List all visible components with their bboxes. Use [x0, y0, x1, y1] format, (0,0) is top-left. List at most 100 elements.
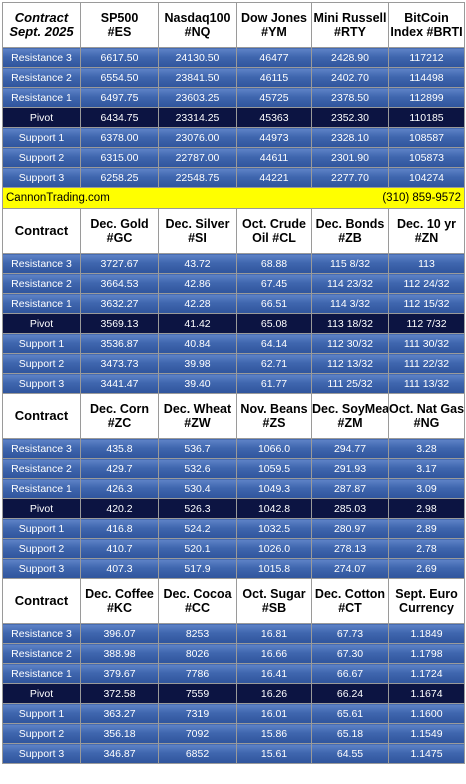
contract-header-row: Contract Sept. 2025 SP500 #ES Nasdaq100 #NQ Do… — [2, 2, 465, 48]
header-line-2: #ZS — [262, 416, 286, 430]
level-value: 356.18 — [80, 723, 159, 744]
header-line-1: Dec. Bonds — [315, 217, 385, 231]
instrument-header-cell: Nov. Beans #ZS — [236, 393, 312, 439]
level-value: 379.67 — [80, 663, 159, 684]
level-value: 39.40 — [158, 373, 237, 394]
level-value: 64.14 — [236, 333, 312, 354]
level-value: 1066.0 — [236, 438, 312, 459]
level-value: 294.77 — [311, 438, 389, 459]
level-value: 16.01 — [236, 703, 312, 724]
instrument-header-cell: Oct. Sugar #SB — [236, 578, 312, 624]
level-value: 105873 — [388, 147, 465, 168]
header-line-1: Nov. Beans — [240, 402, 308, 416]
level-row: Support 3 3441.47 39.40 61.77 111 25/32 111 1… — [2, 373, 465, 394]
level-label: Support 1 — [2, 333, 81, 354]
level-row: Support 1 6378.00 23076.00 44973 2328.10 1085… — [2, 127, 465, 148]
header-line-1: Dec. Corn — [89, 402, 150, 416]
level-label: Support 1 — [2, 518, 81, 539]
level-value: 43.72 — [158, 253, 237, 274]
instrument-header-cell: Dec. Gold #GC — [80, 208, 159, 254]
header-line-1: Dow Jones — [241, 11, 307, 25]
level-value: 65.08 — [236, 313, 312, 334]
level-value: 520.1 — [158, 538, 237, 559]
level-row: Resistance 2 6554.50 23841.50 46115 2402.70 1… — [2, 67, 465, 88]
header-line-2: #GC — [106, 231, 133, 245]
website-link[interactable]: CannonTrading.com — [6, 192, 110, 204]
level-value: 530.4 — [158, 478, 237, 499]
header-line-1: Mini Russell — [313, 11, 387, 25]
level-value: 6434.75 — [80, 107, 159, 128]
header-line-2: #NQ — [184, 25, 211, 39]
level-value: 15.61 — [236, 743, 312, 764]
level-label: Support 1 — [2, 127, 81, 148]
level-value: 114 3/32 — [311, 293, 389, 314]
level-label: Pivot — [2, 498, 81, 519]
header-line-2: #YM — [261, 25, 287, 39]
level-row: Support 2 356.18 7092 15.86 65.18 1.1549 — [2, 723, 465, 744]
level-value: 67.30 — [311, 643, 389, 664]
level-value: 68.88 — [236, 253, 312, 274]
level-value: 111 22/32 — [388, 353, 465, 374]
instrument-header-cell: Oct. Crude Oil #CL — [236, 208, 312, 254]
level-value: 2.69 — [388, 558, 465, 579]
level-value: 113 — [388, 253, 465, 274]
level-value: 42.28 — [158, 293, 237, 314]
level-value: 526.3 — [158, 498, 237, 519]
header-line-1: Dec. SoyMeal — [312, 402, 389, 416]
header-line-2: #CT — [338, 601, 362, 615]
level-value: 39.98 — [158, 353, 237, 374]
level-value: 8253 — [158, 623, 237, 644]
level-value: 110185 — [388, 107, 465, 128]
level-value: 114 23/32 — [311, 273, 389, 294]
level-value: 66.24 — [311, 683, 389, 704]
level-row: Resistance 3 3727.67 43.72 68.88 115 8/32 113 — [2, 253, 465, 274]
phone-number: (310) 859-9572 — [382, 192, 461, 204]
level-value: 44611 — [236, 147, 312, 168]
contract-header-row: Contract Dec. Corn #ZC Dec. Wheat #ZW Nov. Be… — [2, 393, 465, 439]
level-label: Support 3 — [2, 743, 81, 764]
level-label: Resistance 1 — [2, 87, 81, 108]
level-value: 2.89 — [388, 518, 465, 539]
contract-header-row: Contract Dec. Coffee #KC Dec. Cocoa #CC Oct. … — [2, 578, 465, 624]
header-line-2: #ZC — [107, 416, 132, 430]
instrument-header-cell: Dec. Silver #SI — [158, 208, 237, 254]
instrument-header-cell: Dow Jones #YM — [236, 2, 312, 48]
level-row: Resistance 2 3664.53 42.86 67.45 114 23/32 11… — [2, 273, 465, 294]
level-value: 1.1674 — [388, 683, 465, 704]
header-line-1: Contract — [14, 223, 69, 238]
level-value: 1026.0 — [236, 538, 312, 559]
level-row: Support 2 6315.00 22787.00 44611 2301.90 1058… — [2, 147, 465, 168]
level-value: 66.67 — [311, 663, 389, 684]
level-value: 7559 — [158, 683, 237, 704]
level-value: 23076.00 — [158, 127, 237, 148]
level-value: 3569.13 — [80, 313, 159, 334]
header-line-1: Dec. Cotton — [314, 587, 386, 601]
level-label: Support 3 — [2, 167, 81, 188]
level-value: 291.93 — [311, 458, 389, 479]
header-line-2: #ES — [107, 25, 132, 39]
instrument-header-cell: Sept. Euro Currency — [388, 578, 465, 624]
level-value: 24130.50 — [158, 47, 237, 68]
level-value: 108587 — [388, 127, 465, 148]
header-line-1: Dec. Coffee — [85, 587, 154, 601]
header-line-2: #ZW — [184, 416, 211, 430]
level-value: 524.2 — [158, 518, 237, 539]
level-value: 2.98 — [388, 498, 465, 519]
level-label: Resistance 2 — [2, 67, 81, 88]
level-value: 517.9 — [158, 558, 237, 579]
level-value: 15.86 — [236, 723, 312, 744]
level-value: 2378.50 — [311, 87, 389, 108]
level-value: 6378.00 — [80, 127, 159, 148]
level-value: 42.86 — [158, 273, 237, 294]
level-value: 2352.30 — [311, 107, 389, 128]
instrument-header-cell: Nasdaq100 #NQ — [158, 2, 237, 48]
level-row: Resistance 3 396.07 8253 16.81 67.73 1.1849 — [2, 623, 465, 644]
level-row: Support 1 416.8 524.2 1032.5 280.97 2.89 — [2, 518, 465, 539]
level-row: Support 3 346.87 6852 15.61 64.55 1.1475 — [2, 743, 465, 764]
level-value: 388.98 — [80, 643, 159, 664]
level-value: 1032.5 — [236, 518, 312, 539]
level-value: 115 8/32 — [311, 253, 389, 274]
level-value: 104274 — [388, 167, 465, 188]
instrument-header-cell: Dec. 10 yr #ZN — [388, 208, 465, 254]
level-value: 22548.75 — [158, 167, 237, 188]
